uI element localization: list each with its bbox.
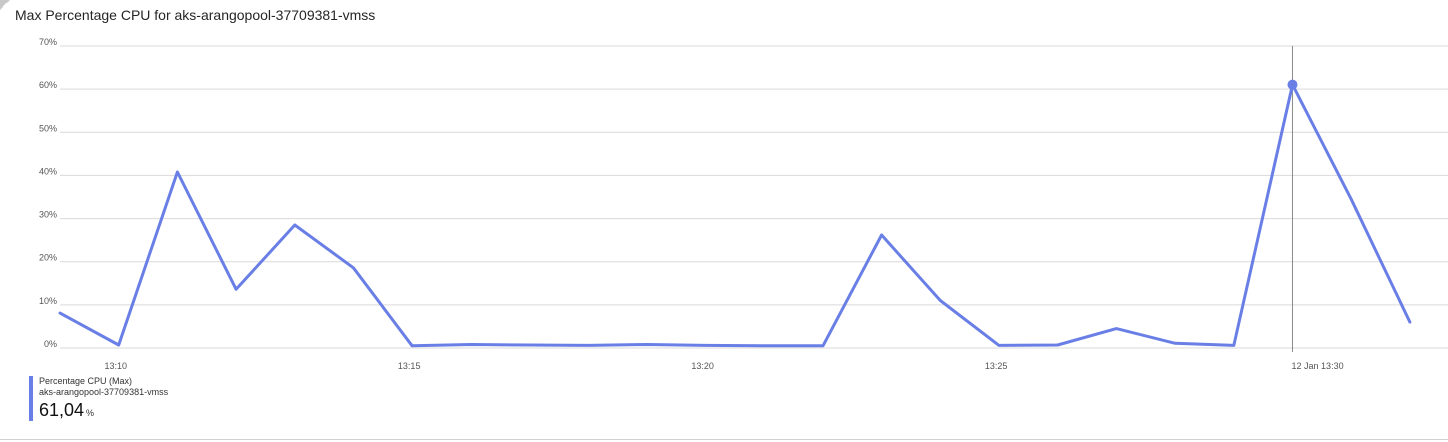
grid-layer — [60, 45, 1448, 349]
y-tick-label: 20% — [39, 253, 57, 263]
legend-resource-name: aks-arangopool-37709381-vmss — [39, 387, 169, 397]
y-tick-label: 50% — [39, 123, 57, 133]
y-axis-labels: 0% 10% 20% 30% 40% 50% 60% 70% — [39, 37, 57, 349]
pin-icon — [0, 0, 10, 10]
x-tick-label: 13:25 — [985, 361, 1008, 371]
y-tick-label: 40% — [39, 166, 57, 176]
legend-unit: % — [86, 408, 95, 418]
legend-color-swatch — [29, 376, 33, 421]
highlight-point[interactable] — [1287, 79, 1298, 90]
series-line[interactable] — [58, 83, 1412, 348]
y-tick-label: 70% — [39, 37, 57, 47]
y-tick-label: 10% — [39, 296, 57, 306]
legend-value: 61,04 — [39, 400, 85, 420]
legend-metric-name: Percentage CPU (Max) — [39, 376, 133, 386]
line-chart[interactable]: 0%10%20%30%40%50%60%70% 13:10 13:15 13:20 1… — [0, 0, 1448, 380]
x-tick-label: 12 Jan 13:30 — [1292, 361, 1344, 371]
bottom-divider — [0, 439, 1448, 440]
y-tick-label: 60% — [39, 80, 57, 90]
y-tick-label: 30% — [39, 210, 57, 220]
chart-title: Max Percentage CPU for aks-arangopool-37… — [15, 7, 376, 23]
x-axis-labels: 13:10 13:15 13:20 13:25 12 Jan 13:30 — [104, 361, 1343, 371]
y-tick-label: 0% — [44, 339, 57, 349]
x-tick-label: 13:15 — [398, 361, 421, 371]
x-tick-label: 13:10 — [104, 361, 127, 371]
x-tick-label: 13:20 — [691, 361, 714, 371]
